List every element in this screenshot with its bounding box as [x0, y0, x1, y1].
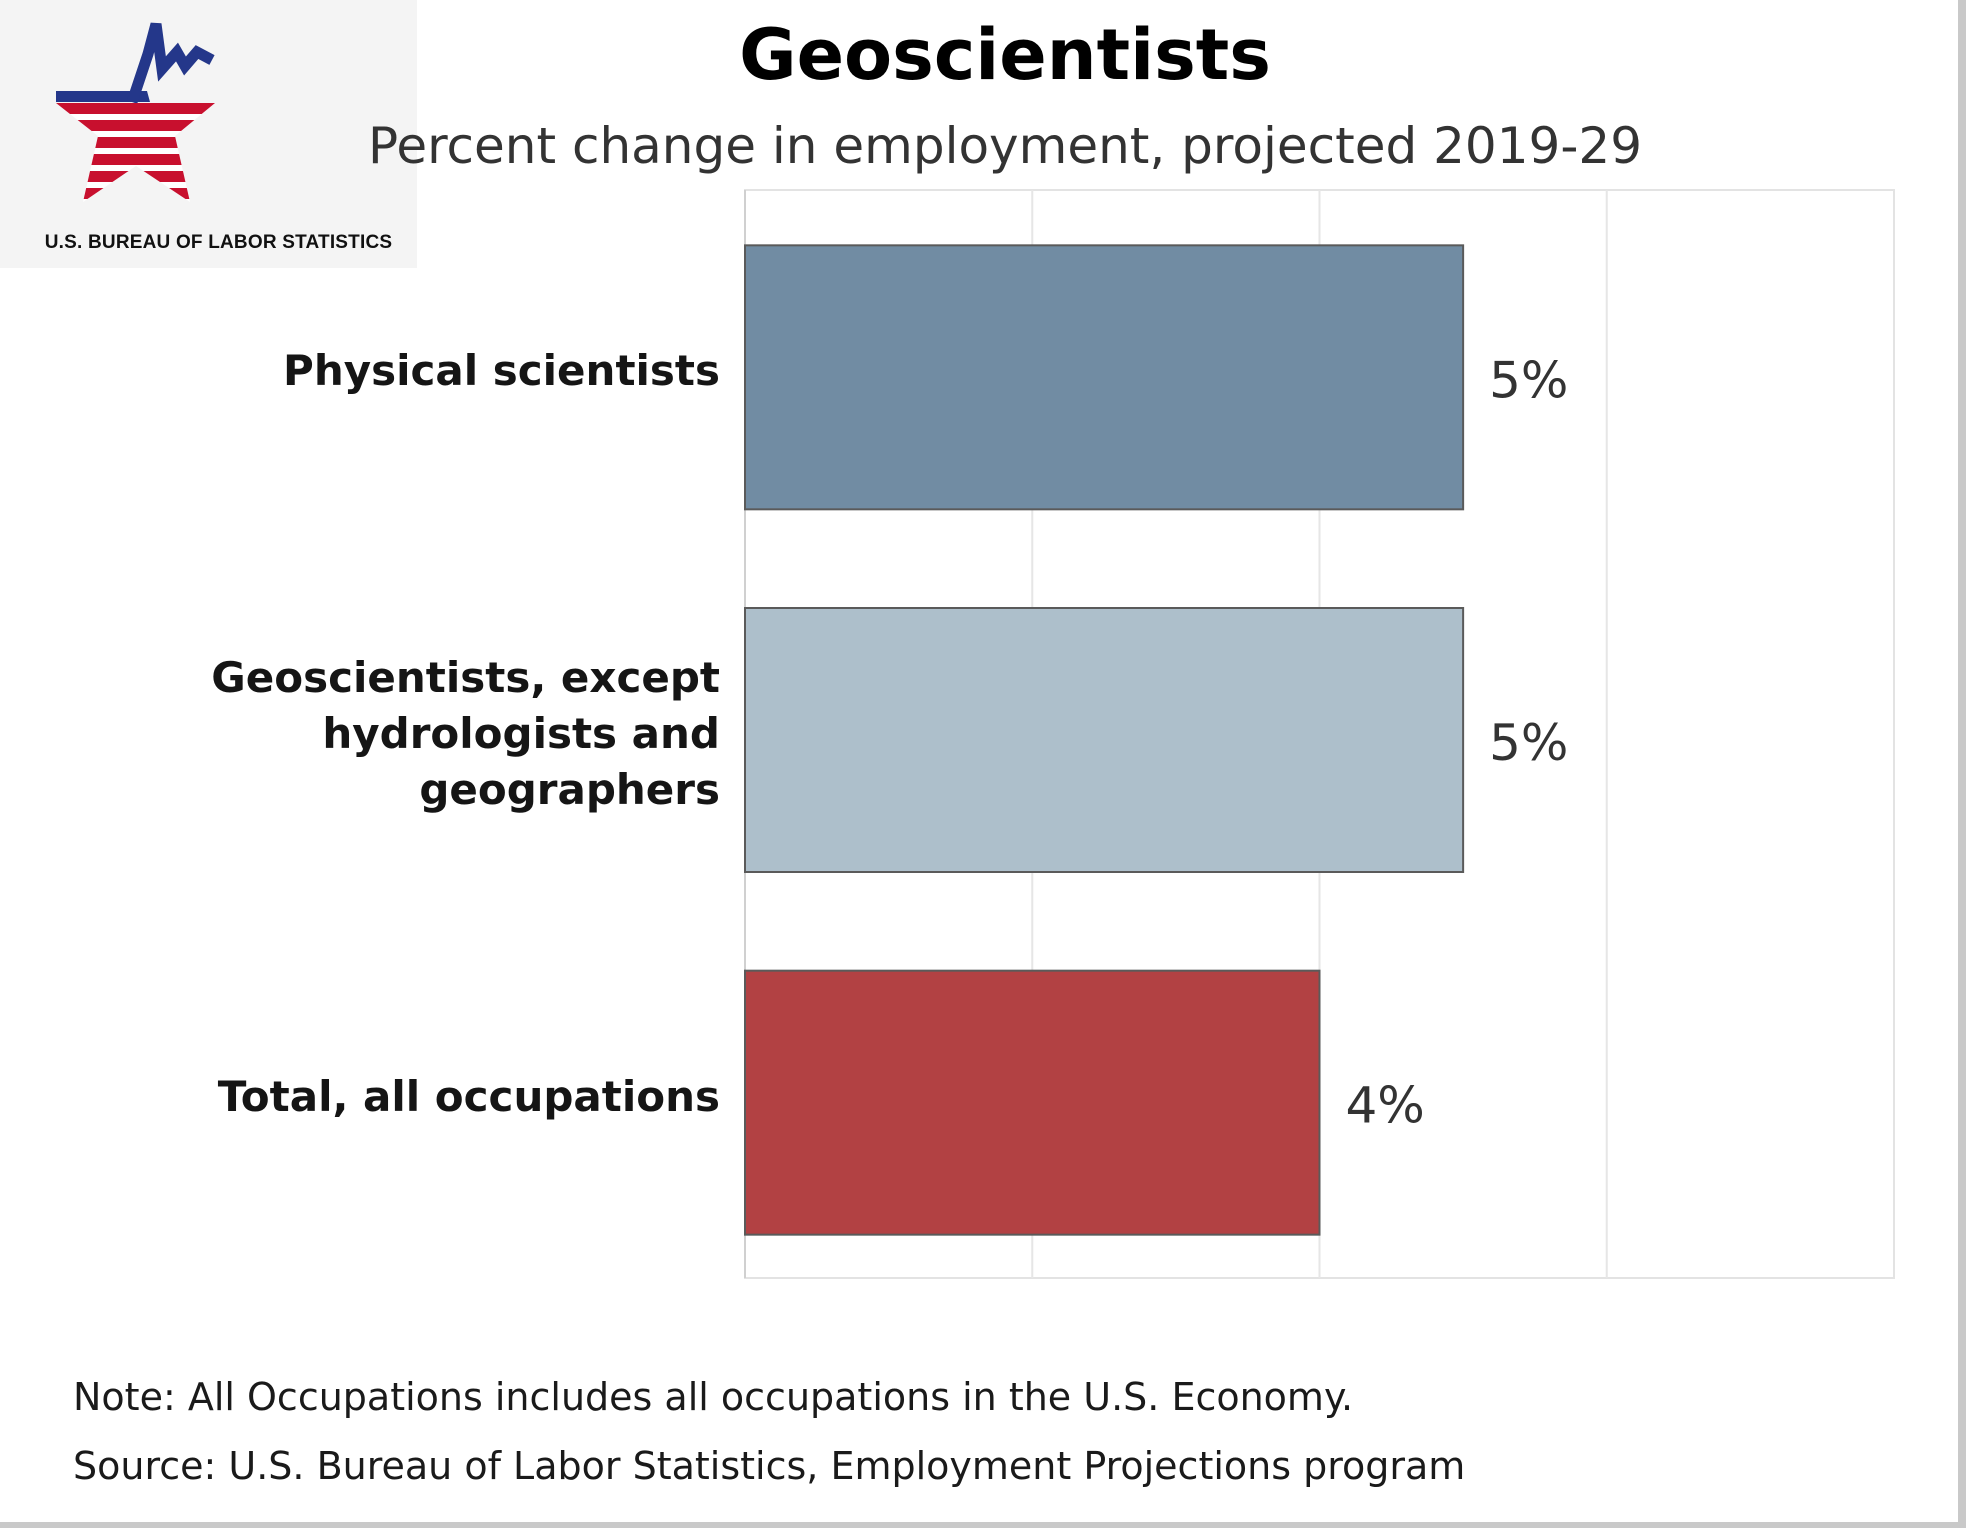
category-label-line: Physical scientists: [283, 346, 720, 396]
bar: [744, 969, 1321, 1236]
bls-star-chart-logo-icon: [56, 22, 215, 202]
category-label: Geoscientists, except hydrologists and geo…: [211, 650, 720, 818]
category-label-line: hydrologists and: [322, 709, 720, 758]
bar: [744, 607, 1465, 873]
data-label: 4%: [1346, 1077, 1425, 1135]
frame-border-right: [1958, 0, 1966, 1528]
category-label-line: Geoscientists, except: [211, 653, 720, 702]
chart-subtitle: Percent change in employment, projected …: [367, 117, 1643, 175]
data-label: 5%: [1489, 714, 1568, 772]
category-label-line: geographers: [419, 765, 720, 814]
category-label: Physical scientists: [283, 343, 720, 399]
chart-note: Note: All Occupations includes all occup…: [73, 1375, 1354, 1419]
category-label: Total, all occupations: [218, 1069, 720, 1125]
chart-title: Geoscientists: [739, 14, 1271, 96]
bar: [744, 244, 1465, 511]
bls-logo: U.S. BUREAU OF LABOR STATISTICS: [0, 0, 417, 268]
category-label-line: Total, all occupations: [217, 1071, 720, 1121]
chart-source: Source: U.S. Bureau of Labor Statistics,…: [73, 1444, 1466, 1488]
logo-text: U.S. BUREAU OF LABOR STATISTICS: [44, 232, 393, 253]
frame-border-bottom: [0, 1522, 1966, 1528]
data-label: 5%: [1489, 351, 1568, 409]
